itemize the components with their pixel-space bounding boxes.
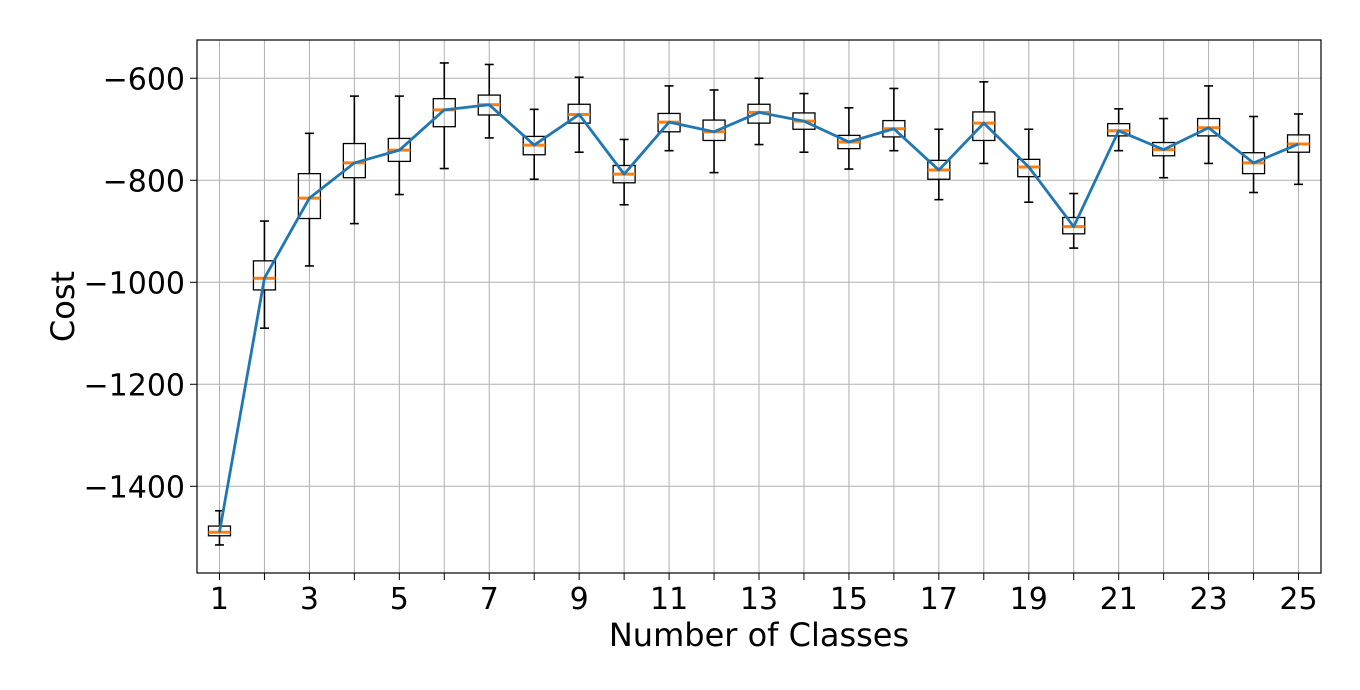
box-group [297, 132, 322, 267]
x-tick-label: 25 [1279, 582, 1317, 617]
y-tick-label: −600 [103, 62, 185, 97]
box-group [1017, 128, 1041, 203]
box-group [1286, 113, 1311, 186]
x-tick-label: 13 [740, 582, 778, 617]
x-tick-label: 15 [830, 582, 868, 617]
x-axis-label: Number of Classes [609, 616, 909, 654]
box-iqr [432, 98, 456, 128]
x-tick-label: 11 [650, 582, 688, 617]
y-tick-label: −1200 [84, 368, 185, 403]
box-group [882, 87, 906, 152]
box-group [837, 107, 861, 170]
box-iqr [297, 172, 322, 220]
box-group [432, 62, 456, 170]
x-tick-label: 5 [390, 582, 409, 617]
box-group [702, 89, 726, 174]
x-tick-label: 17 [920, 582, 958, 617]
x-tick-label: 1 [210, 582, 229, 617]
x-tick-label: 7 [480, 582, 499, 617]
x-tick-label: 23 [1190, 582, 1228, 617]
x-tick-label: 21 [1100, 582, 1138, 617]
trend-line-path [218, 103, 1300, 533]
y-tick-label: −800 [103, 164, 185, 199]
x-tick-label: 19 [1010, 582, 1048, 617]
x-tick-label: 9 [570, 582, 589, 617]
y-tick-label: −1400 [84, 470, 185, 505]
y-axis-label: Cost [44, 271, 82, 342]
box-group [1241, 115, 1266, 194]
y-tick-label: −1000 [84, 266, 185, 301]
box-iqr [972, 111, 996, 142]
box-iqr [252, 260, 277, 291]
trend-line [218, 103, 1300, 533]
x-tick-label: 3 [300, 582, 319, 617]
axis-ticks: 1 3 5 7 9 11 13 15 17 19 21 23 25−600−800−1000−1200−… [84, 62, 1318, 617]
grid [197, 40, 1321, 573]
